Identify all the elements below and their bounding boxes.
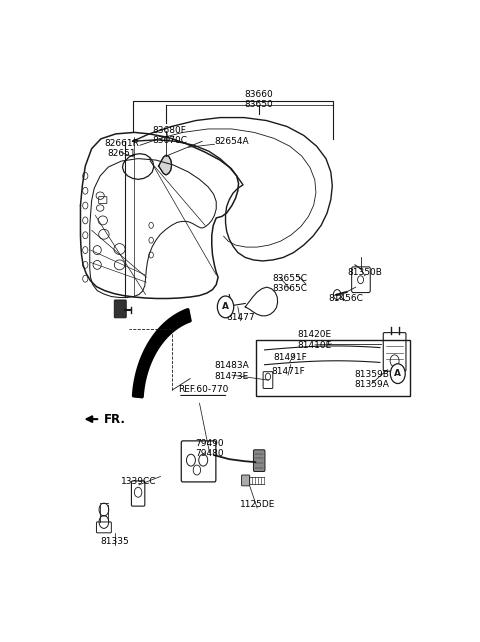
Text: 81350B: 81350B xyxy=(348,268,383,277)
Text: 81456C: 81456C xyxy=(328,293,363,302)
Text: FR.: FR. xyxy=(104,413,126,426)
Text: REF.60-770: REF.60-770 xyxy=(178,385,228,394)
Text: 83655C
83665C: 83655C 83665C xyxy=(272,274,307,293)
FancyBboxPatch shape xyxy=(253,450,265,471)
Text: 1125DE: 1125DE xyxy=(240,500,275,509)
Text: 81483A
81473E: 81483A 81473E xyxy=(215,361,249,381)
Bar xyxy=(256,340,410,396)
Text: 81477: 81477 xyxy=(226,313,255,322)
Text: A: A xyxy=(222,302,229,311)
FancyBboxPatch shape xyxy=(114,300,126,318)
Circle shape xyxy=(217,296,234,318)
Text: 82661R
82651: 82661R 82651 xyxy=(104,139,139,159)
Polygon shape xyxy=(158,155,172,175)
Text: 83680F
83670C: 83680F 83670C xyxy=(152,126,187,145)
Circle shape xyxy=(390,364,405,383)
Text: 81420E
81410E: 81420E 81410E xyxy=(298,331,332,350)
Text: 81491F: 81491F xyxy=(273,353,307,362)
Text: 81359B
81359A: 81359B 81359A xyxy=(354,370,389,389)
Text: 81335: 81335 xyxy=(101,537,130,546)
Text: A: A xyxy=(394,369,401,378)
FancyBboxPatch shape xyxy=(241,475,250,486)
Text: 1339CC: 1339CC xyxy=(121,477,156,486)
Text: 81471F: 81471F xyxy=(271,367,305,376)
Text: 83660
83650: 83660 83650 xyxy=(245,90,274,109)
Text: 79490
79480: 79490 79480 xyxy=(195,439,224,458)
Text: 82654A: 82654A xyxy=(215,137,249,146)
Circle shape xyxy=(334,290,341,299)
